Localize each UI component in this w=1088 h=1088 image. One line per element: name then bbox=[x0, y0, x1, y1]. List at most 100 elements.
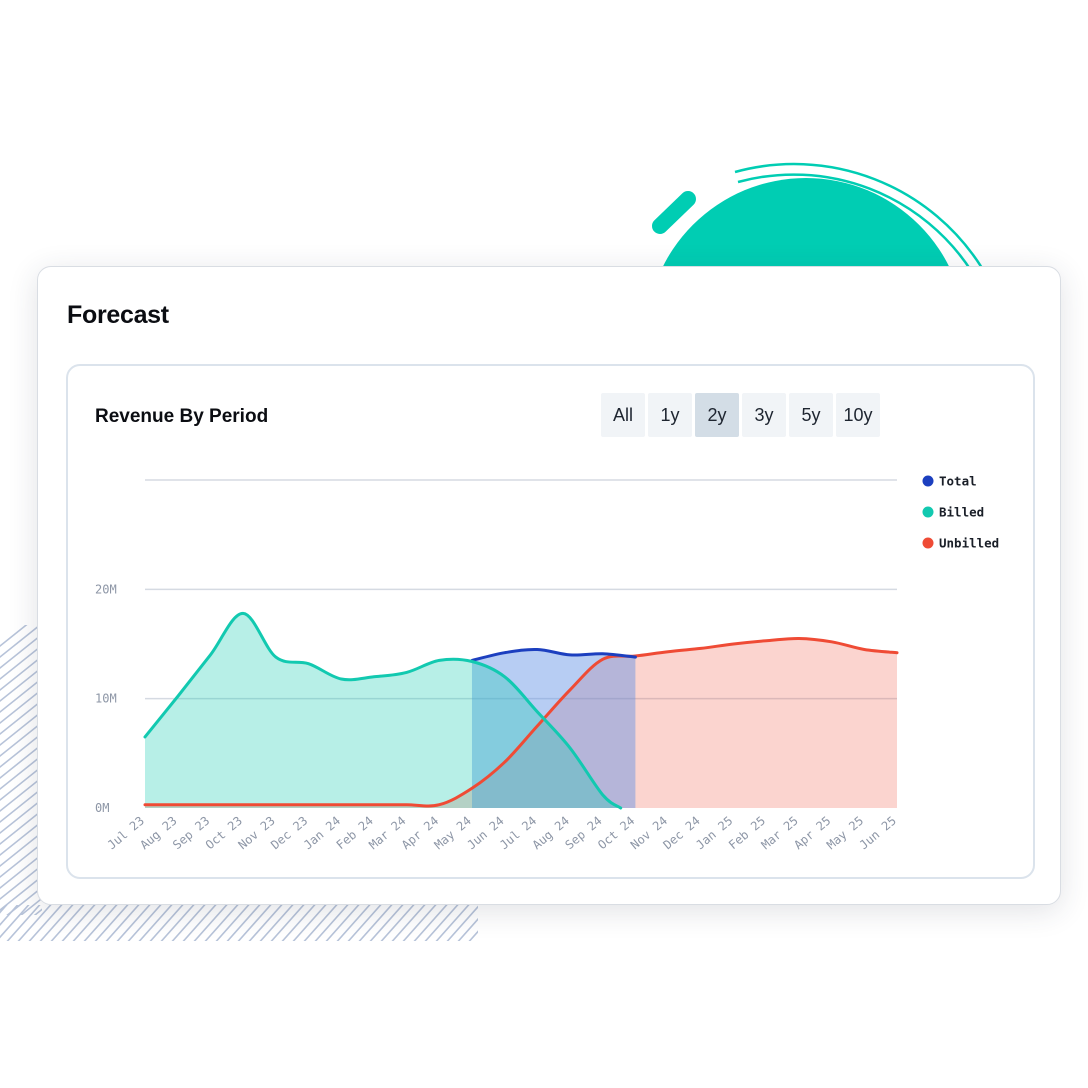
stripe-line bbox=[0, 655, 42, 692]
stripe-line bbox=[259, 905, 294, 941]
stripe-line bbox=[0, 853, 42, 890]
stripe-line bbox=[248, 905, 283, 941]
stripe-line bbox=[468, 930, 478, 941]
stripe-line bbox=[28, 905, 63, 941]
y-tick-label: 0M bbox=[95, 801, 109, 815]
stripe-line bbox=[336, 905, 371, 941]
y-tick-label: 20M bbox=[95, 582, 117, 596]
stripe-line bbox=[94, 905, 129, 941]
total-legend-label[interactable]: Total bbox=[939, 474, 977, 489]
unbilled-legend-dot bbox=[922, 537, 934, 549]
range-button-10y[interactable]: 10y bbox=[836, 393, 880, 437]
stripe-line bbox=[237, 905, 272, 941]
stripe-line bbox=[0, 831, 42, 868]
revenue-panel: Revenue By Period All 1y 2y 3y 5y 10y bbox=[66, 364, 1035, 879]
stripe-line bbox=[0, 688, 42, 725]
range-button-2y[interactable]: 2y bbox=[695, 393, 739, 437]
stripe-line bbox=[402, 905, 437, 941]
series-lines bbox=[143, 611, 899, 810]
range-button-all[interactable]: All bbox=[601, 393, 645, 437]
range-button-5y[interactable]: 5y bbox=[789, 393, 833, 437]
stripe-line bbox=[0, 809, 42, 846]
stripe-line bbox=[0, 699, 42, 736]
stripe-line bbox=[446, 905, 478, 941]
chart-title: Revenue By Period bbox=[95, 406, 269, 427]
stripe-line bbox=[0, 633, 42, 670]
stripe-line bbox=[19, 897, 42, 915]
billed-legend-label[interactable]: Billed bbox=[939, 505, 984, 520]
stripe-line bbox=[0, 765, 42, 802]
stripe-line bbox=[0, 732, 42, 769]
range-selector: All 1y 2y 3y 5y 10y bbox=[601, 393, 880, 437]
total-line bbox=[470, 647, 637, 662]
stripe-line bbox=[0, 666, 42, 703]
stripe-line bbox=[193, 905, 228, 941]
stripe-line bbox=[0, 820, 42, 857]
stripe-line bbox=[0, 743, 42, 780]
stripe-line bbox=[325, 905, 360, 941]
stripe-line bbox=[0, 787, 42, 824]
billed-legend-dot bbox=[922, 506, 934, 518]
billed-area bbox=[145, 613, 621, 808]
stripe-line bbox=[39, 905, 74, 941]
billed-line bbox=[143, 611, 623, 810]
stripe-line bbox=[160, 905, 195, 941]
stripe-line bbox=[435, 905, 470, 941]
stripe-line bbox=[314, 905, 349, 941]
stripe-line bbox=[369, 905, 404, 941]
stripe-line bbox=[61, 905, 96, 941]
y-tick-label: 10M bbox=[95, 692, 117, 706]
stripe-line bbox=[413, 905, 448, 941]
stripe-line bbox=[171, 905, 206, 941]
stripe-line bbox=[347, 905, 382, 941]
stripe-line bbox=[0, 905, 30, 939]
stripe-line bbox=[149, 905, 184, 941]
stripe-pattern-left bbox=[0, 625, 42, 915]
stripe-line bbox=[0, 875, 42, 912]
stripe-line bbox=[0, 776, 42, 813]
stripe-line bbox=[72, 905, 107, 941]
stripe-line bbox=[424, 905, 459, 941]
stripe-line bbox=[0, 721, 42, 758]
page-title: Forecast bbox=[67, 301, 169, 329]
stripe-pattern-bottom bbox=[0, 905, 478, 941]
y-axis-ticks: 0M 10M 20M bbox=[95, 582, 117, 815]
range-button-3y[interactable]: 3y bbox=[742, 393, 786, 437]
stripe-line bbox=[17, 905, 52, 941]
stripe-line bbox=[0, 905, 8, 914]
legend: Total Billed Unbilled bbox=[922, 474, 999, 551]
stripe-line bbox=[226, 905, 261, 941]
stripe-line bbox=[0, 842, 42, 879]
unbilled-legend-label[interactable]: Unbilled bbox=[939, 536, 999, 551]
stripe-line bbox=[270, 905, 305, 941]
stripe-line bbox=[0, 905, 19, 926]
unbilled-line bbox=[143, 636, 899, 808]
stripe-line bbox=[0, 677, 42, 714]
stripe-line bbox=[50, 905, 85, 941]
stripe-line bbox=[303, 905, 338, 941]
stripe-line bbox=[0, 644, 42, 681]
stripe-line bbox=[0, 754, 42, 791]
stripe-line bbox=[0, 625, 28, 648]
stripe-line bbox=[0, 798, 42, 835]
stripe-line bbox=[6, 905, 41, 941]
stripe-line bbox=[127, 905, 162, 941]
stripe-line bbox=[281, 905, 316, 941]
stripe-line bbox=[358, 905, 393, 941]
teal-ring-decoration bbox=[734, 162, 984, 269]
stripe-line bbox=[0, 864, 42, 901]
range-button-1y[interactable]: 1y bbox=[648, 393, 692, 437]
teal-dash-decoration bbox=[652, 191, 696, 234]
stripe-line bbox=[138, 905, 173, 941]
x-tick-label: Jun 25 bbox=[857, 814, 899, 853]
stripe-line bbox=[0, 625, 42, 659]
unbilled-area bbox=[145, 638, 897, 808]
stripe-line bbox=[204, 905, 239, 941]
teal-ring-inner bbox=[737, 173, 974, 273]
stripe-line bbox=[105, 905, 140, 941]
stripe-line bbox=[292, 905, 327, 941]
stripe-line bbox=[182, 905, 217, 941]
stripe-line bbox=[391, 905, 426, 941]
